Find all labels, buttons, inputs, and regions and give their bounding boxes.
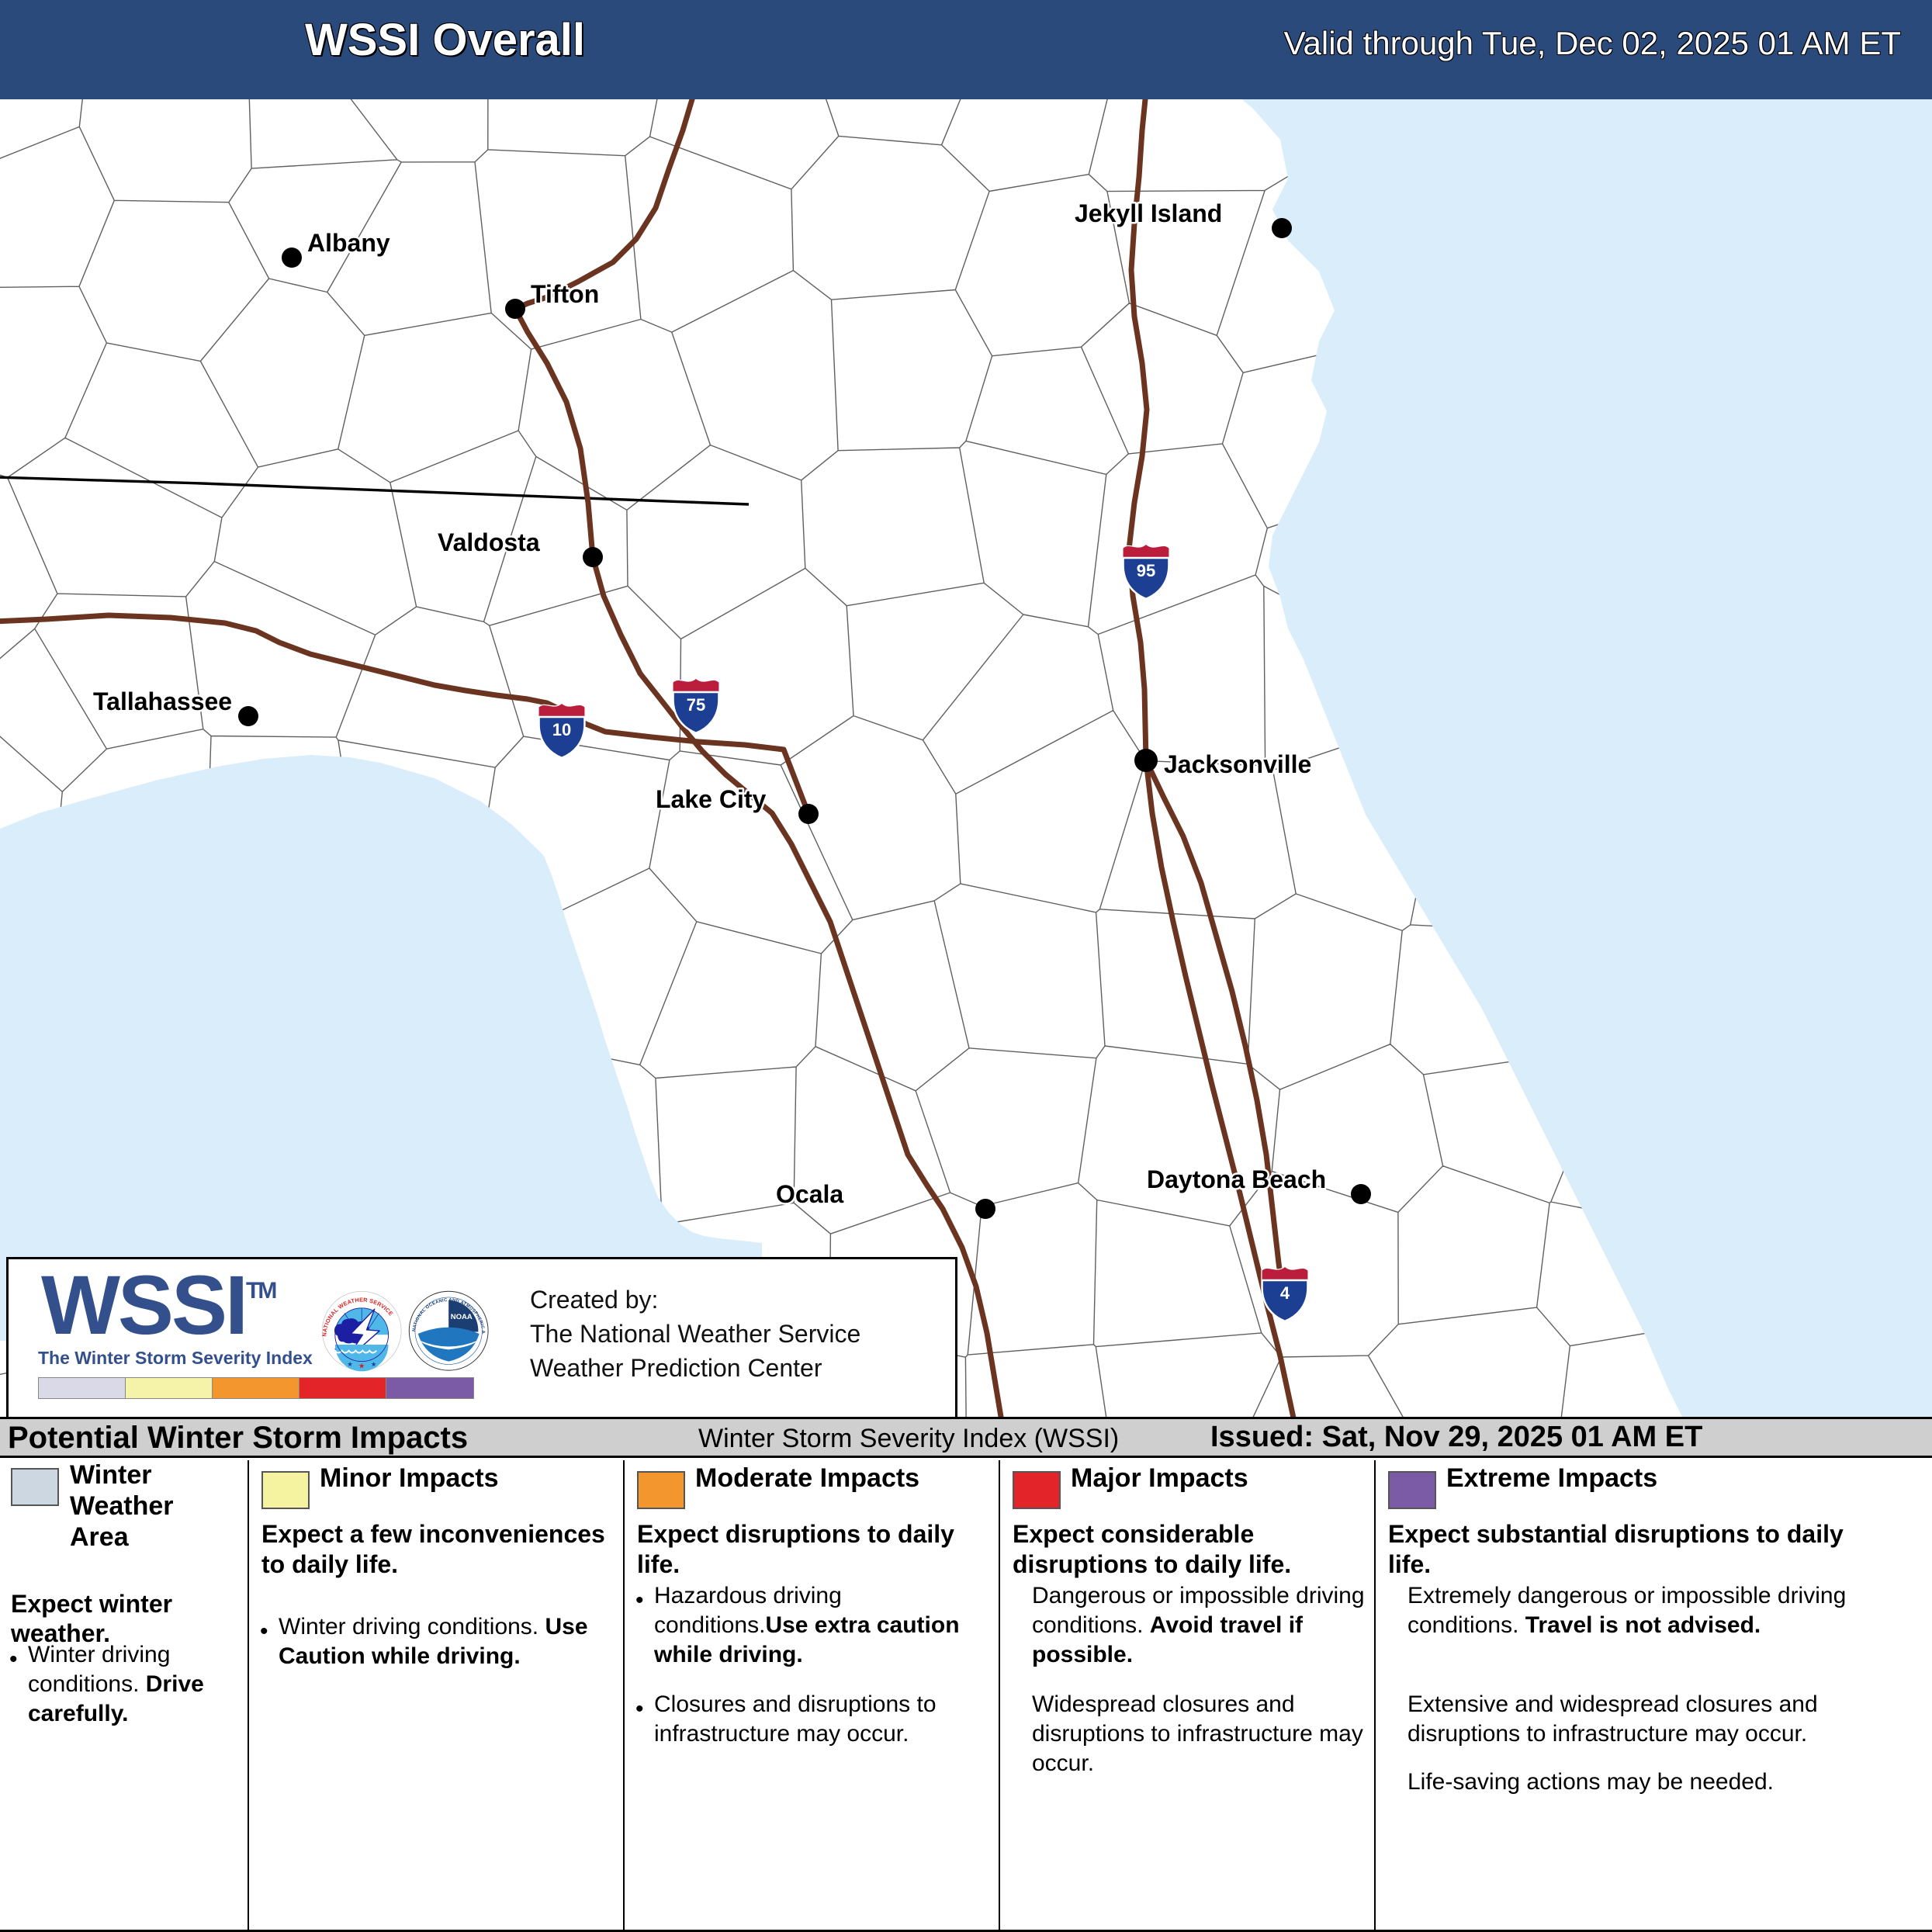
svg-text:★: ★ xyxy=(347,1361,352,1368)
svg-text:Lake City: Lake City xyxy=(656,785,766,813)
svg-text:Albany: Albany xyxy=(307,229,390,257)
svg-text:4: 4 xyxy=(1280,1283,1290,1303)
svg-text:NOAA: NOAA xyxy=(451,1313,473,1321)
svg-text:Tifton: Tifton xyxy=(531,280,599,308)
svg-text:★: ★ xyxy=(371,1361,376,1368)
svg-text:95: 95 xyxy=(1137,561,1155,580)
svg-text:Jekyll Island: Jekyll Island xyxy=(1075,199,1222,227)
svg-text:Valdosta: Valdosta xyxy=(438,528,540,556)
svg-text:★: ★ xyxy=(358,1362,365,1371)
svg-text:Daytona Beach: Daytona Beach xyxy=(1147,1165,1326,1193)
svg-text:Tallahassee: Tallahassee xyxy=(93,687,232,715)
svg-text:10: 10 xyxy=(552,720,571,739)
svg-text:Jacksonville: Jacksonville xyxy=(1164,750,1311,778)
svg-text:Ocala: Ocala xyxy=(776,1180,843,1208)
svg-text:75: 75 xyxy=(687,695,705,715)
